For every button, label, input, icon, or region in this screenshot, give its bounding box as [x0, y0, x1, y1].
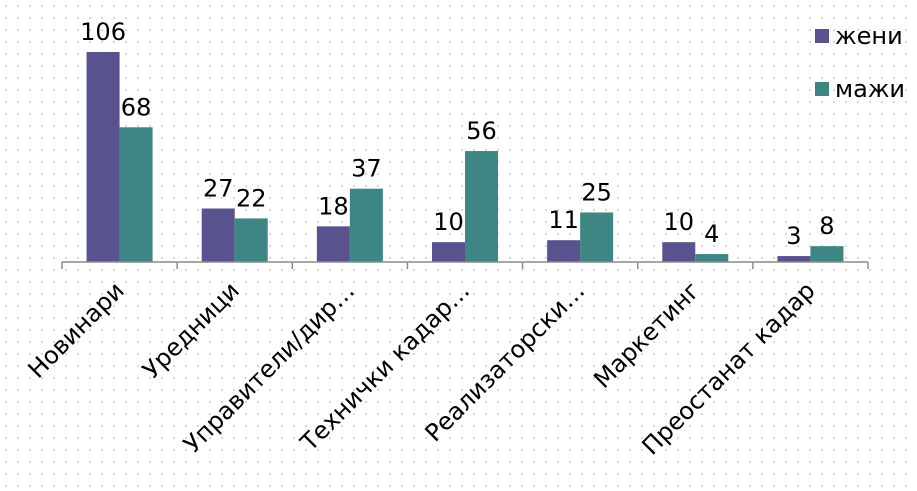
bar [201, 208, 235, 262]
value-label: 27 [203, 175, 234, 203]
bar [86, 52, 120, 262]
x-tick-label: Новинари [23, 276, 130, 383]
value-label: 10 [664, 208, 695, 236]
value-label: 22 [236, 184, 267, 212]
legend-swatch [815, 29, 829, 43]
legend-label: мажи [835, 75, 905, 103]
value-label: 68 [121, 93, 152, 121]
x-tick-label: Уредници [137, 276, 245, 384]
value-label: 10 [433, 208, 464, 236]
value-label: 8 [819, 212, 834, 240]
bar [316, 226, 350, 262]
bar [810, 246, 844, 262]
value-label: 56 [466, 117, 497, 145]
bar [119, 127, 153, 262]
bar [234, 218, 268, 262]
value-label: 37 [351, 155, 382, 183]
bar [349, 188, 383, 262]
bar [465, 151, 498, 262]
value-label: 25 [581, 178, 612, 206]
value-label: 18 [318, 192, 349, 220]
bar [777, 256, 811, 262]
value-label: 4 [704, 220, 719, 248]
legend-swatch [815, 82, 829, 96]
bar [695, 254, 729, 262]
bar [547, 240, 581, 262]
value-label: 106 [80, 18, 126, 46]
bar [662, 242, 696, 262]
bar [580, 212, 614, 262]
x-tick-label: Маркетинг [588, 276, 705, 393]
bar [432, 242, 465, 262]
value-label: 3 [786, 222, 801, 250]
legend-label: жени [835, 22, 903, 50]
value-label: 11 [548, 206, 579, 234]
